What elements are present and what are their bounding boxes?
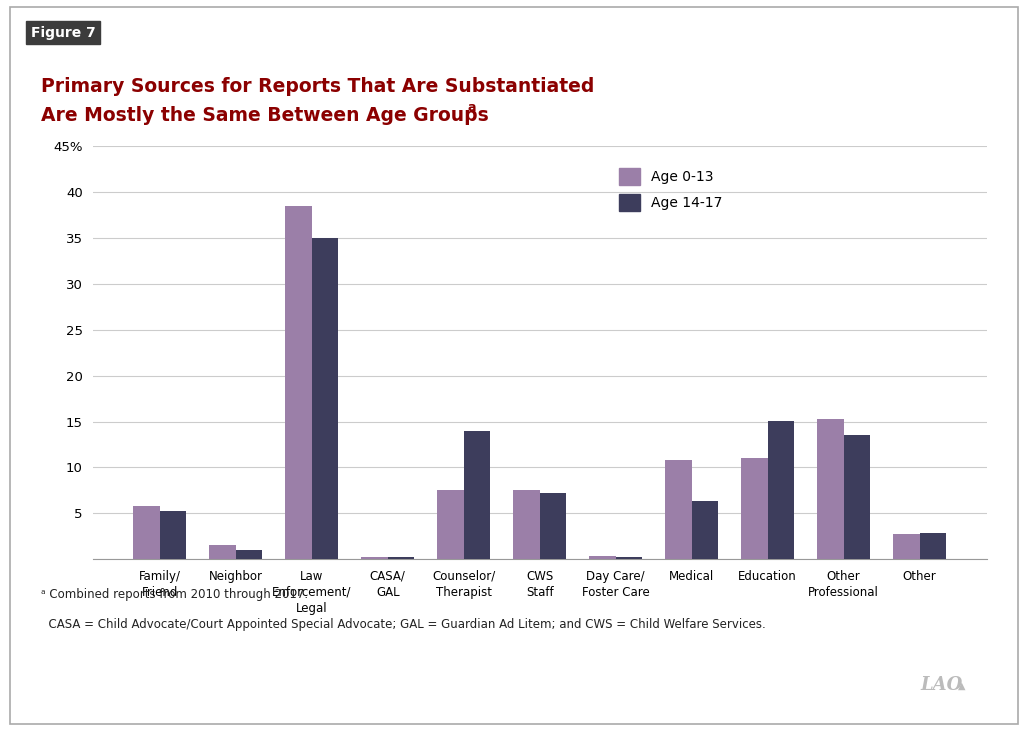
Text: LAO: LAO [920,676,962,694]
Text: CASA = Child Advocate/Court Appointed Special Advocate; GAL = Guardian Ad Litem;: CASA = Child Advocate/Court Appointed Sp… [41,618,766,631]
Bar [817,419,844,559]
Bar [665,460,692,559]
Bar [311,238,338,559]
Bar [768,420,795,559]
Bar [893,534,920,559]
Bar [741,458,768,559]
Text: Figure 7: Figure 7 [31,26,96,39]
Bar [464,431,490,559]
Bar [361,557,388,559]
Bar [589,556,616,559]
Bar [616,557,642,559]
Bar [388,557,414,559]
Text: Primary Sources for Reports That Are Substantiated: Primary Sources for Reports That Are Sub… [41,77,594,96]
Bar [209,545,235,559]
Bar [285,206,311,559]
Text: ᵃ Combined reports from 2010 through 2017.: ᵃ Combined reports from 2010 through 201… [41,588,308,602]
Bar [159,510,186,559]
Legend: Age 0-13, Age 14-17: Age 0-13, Age 14-17 [613,162,730,218]
Bar [513,491,540,559]
Bar [134,506,159,559]
Bar [844,435,871,559]
Text: ▲: ▲ [958,681,965,691]
Bar [437,491,464,559]
Bar [235,550,262,559]
Text: a: a [468,101,476,114]
Bar [920,533,946,559]
Text: Are Mostly the Same Between Age Groups: Are Mostly the Same Between Age Groups [41,106,489,125]
Bar [540,493,566,559]
Bar [692,501,719,559]
